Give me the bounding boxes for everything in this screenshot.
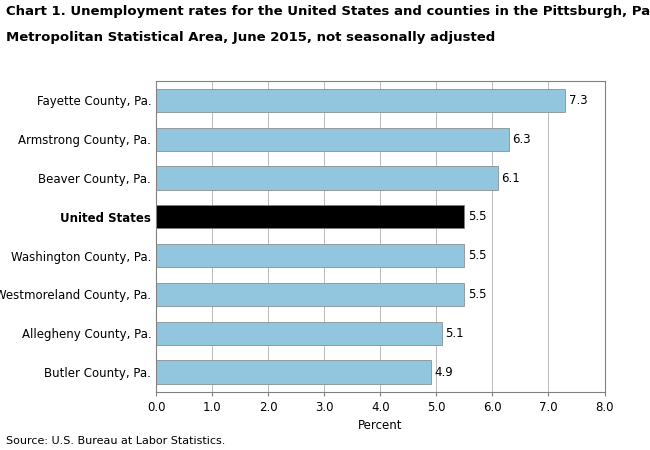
Bar bbox=[156, 166, 498, 189]
Text: 7.3: 7.3 bbox=[569, 94, 587, 107]
Bar bbox=[156, 283, 464, 306]
Bar bbox=[156, 244, 464, 267]
Text: 5.1: 5.1 bbox=[445, 327, 464, 340]
Text: 6.3: 6.3 bbox=[513, 133, 531, 146]
Bar bbox=[156, 322, 442, 345]
Bar bbox=[156, 205, 464, 229]
Text: 6.1: 6.1 bbox=[501, 171, 520, 184]
Text: 5.5: 5.5 bbox=[468, 249, 486, 262]
Text: Source: U.S. Bureau at Labor Statistics.: Source: U.S. Bureau at Labor Statistics. bbox=[6, 436, 226, 446]
Bar bbox=[156, 89, 566, 112]
Text: 5.5: 5.5 bbox=[468, 210, 486, 223]
Text: Chart 1. Unemployment rates for the United States and counties in the Pittsburgh: Chart 1. Unemployment rates for the Unit… bbox=[6, 4, 650, 18]
Bar bbox=[156, 360, 431, 384]
X-axis label: Percent: Percent bbox=[358, 419, 402, 432]
Bar bbox=[156, 128, 509, 151]
Text: 5.5: 5.5 bbox=[468, 288, 486, 301]
Text: 4.9: 4.9 bbox=[434, 365, 453, 378]
Text: Metropolitan Statistical Area, June 2015, not seasonally adjusted: Metropolitan Statistical Area, June 2015… bbox=[6, 32, 496, 45]
